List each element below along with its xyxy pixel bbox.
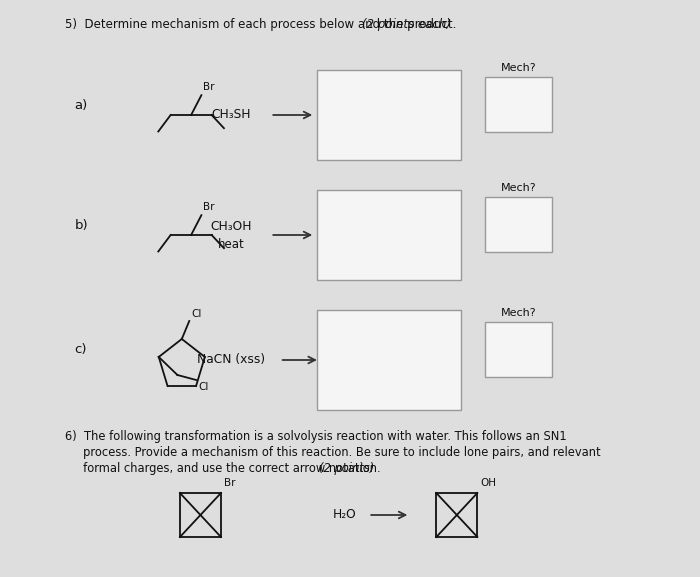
Bar [485,322,552,377]
Text: process. Provide a mechanism of this reaction. Be sure to include lone pairs, an: process. Provide a mechanism of this rea… [65,446,601,459]
Text: Br: Br [203,82,215,92]
Text: b): b) [75,219,88,231]
Text: H₂O: H₂O [333,508,357,522]
Text: Mech?: Mech? [500,63,536,73]
Text: Mech?: Mech? [500,308,536,318]
Bar [317,310,461,410]
Text: formal charges, and use the correct arrow notation.: formal charges, and use the correct arro… [65,462,384,475]
Bar [485,197,552,252]
Text: (2 points): (2 points) [319,462,374,475]
Text: Br: Br [203,202,215,212]
Text: a): a) [75,99,88,111]
Text: Br: Br [224,478,235,488]
Bar [485,77,552,132]
Text: OH: OH [480,478,496,488]
Text: CH₃OH: CH₃OH [211,220,252,234]
Bar [317,190,461,280]
Text: Mech?: Mech? [500,183,536,193]
Text: heat: heat [218,238,244,252]
Text: Cl: Cl [191,309,202,319]
Text: NaCN (xss): NaCN (xss) [197,354,265,366]
Text: (2 points each): (2 points each) [362,18,451,31]
Text: 5)  Determine mechanism of each process below and the product.: 5) Determine mechanism of each process b… [65,18,461,31]
Text: CH₃SH: CH₃SH [211,108,251,122]
Text: Cl: Cl [198,382,209,392]
Text: c): c) [75,343,87,357]
Text: 6)  The following transformation is a solvolysis reaction with water. This follo: 6) The following transformation is a sol… [65,430,567,443]
Bar [317,70,461,160]
